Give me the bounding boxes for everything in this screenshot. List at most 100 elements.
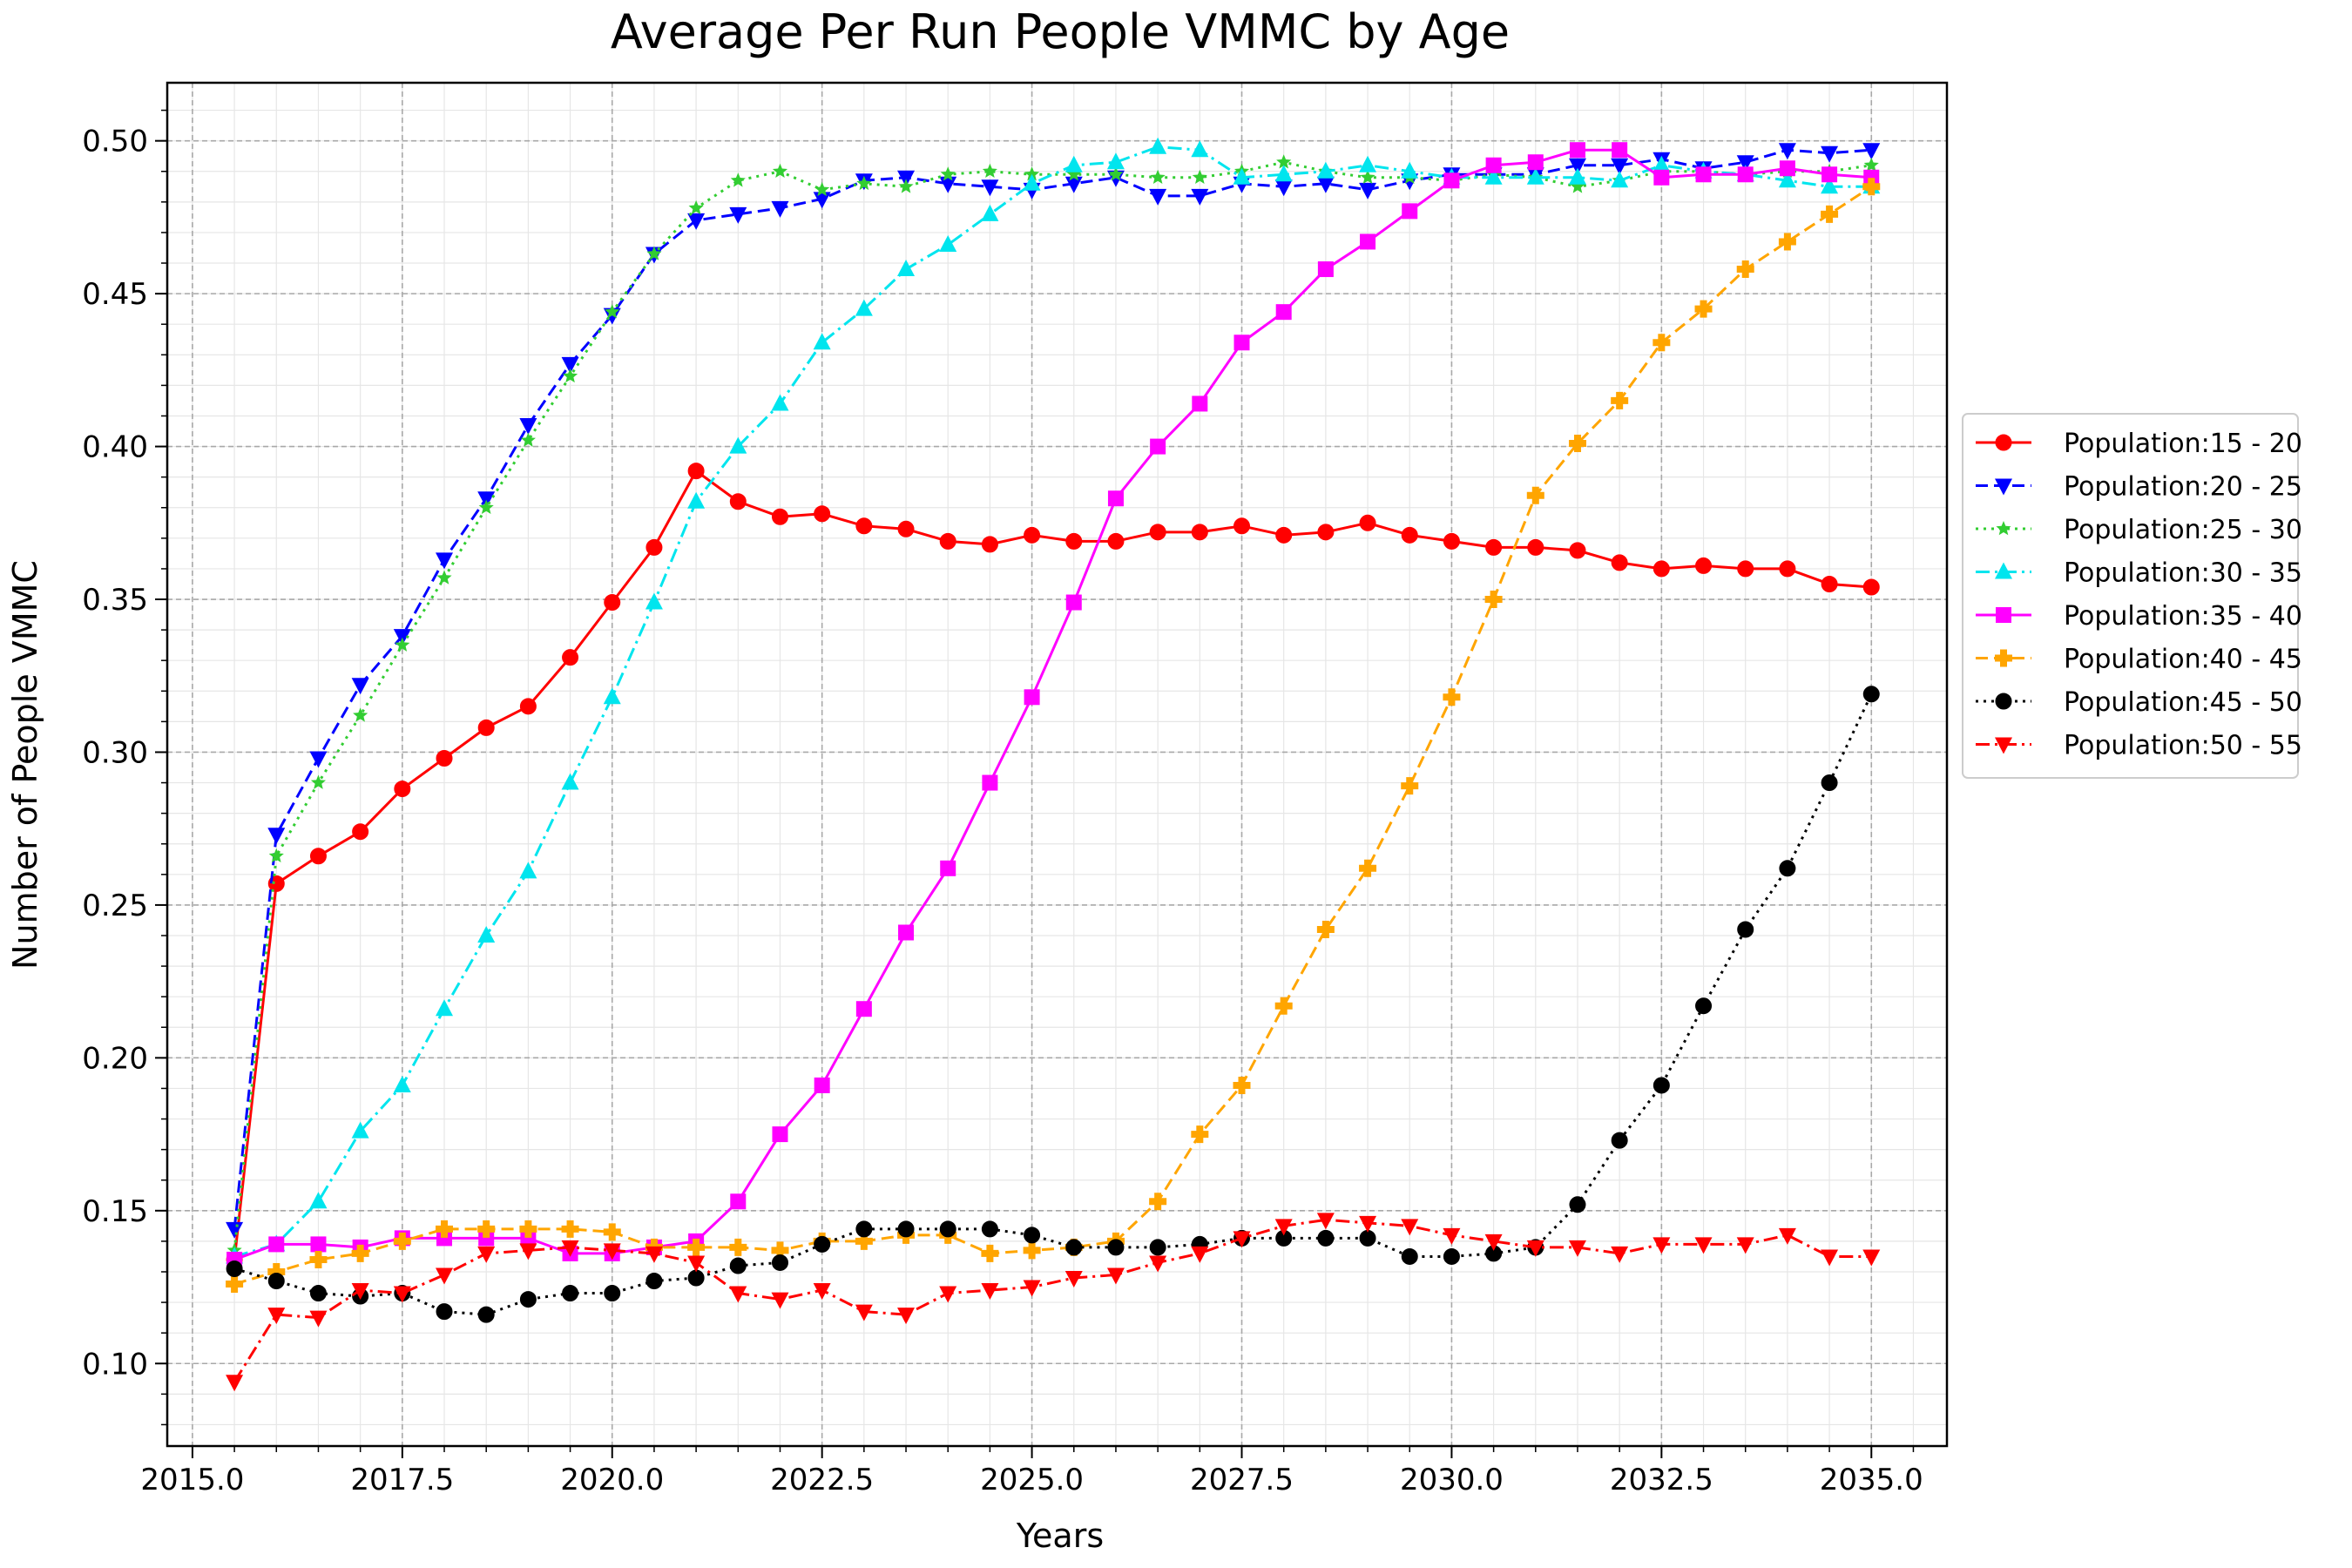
data-point (1570, 179, 1585, 193)
y-axis-label: Number of People VMMC (6, 560, 44, 970)
data-point (1108, 166, 1124, 181)
data-point (1821, 145, 1839, 163)
data-point (1821, 177, 1839, 194)
data-point (729, 1286, 747, 1303)
data-point (1485, 157, 1502, 173)
data-point (1317, 261, 1334, 278)
data-point (1064, 176, 1083, 193)
data-point (351, 1121, 369, 1139)
data-point (1821, 205, 1839, 223)
data-point (897, 170, 916, 187)
data-point (351, 1283, 369, 1301)
data-point (940, 860, 956, 876)
legend-item: Population:50 - 55 (1976, 731, 2302, 761)
series-line (233, 470, 1872, 1260)
series-line (233, 148, 1872, 1261)
data-point (436, 1220, 454, 1238)
legend-label: Population:15 - 20 (2064, 429, 2302, 459)
data-point (268, 848, 284, 863)
data-point (1233, 517, 1251, 535)
data-point (1149, 1193, 1167, 1211)
data-point (436, 552, 454, 570)
data-point (1149, 524, 1166, 541)
data-point (1106, 152, 1125, 170)
data-point (771, 1254, 788, 1271)
data-point (353, 707, 368, 722)
data-point (1233, 167, 1251, 185)
data-point (605, 304, 620, 319)
data-point (1821, 575, 1838, 592)
data-point (981, 1283, 999, 1301)
legend-marker (1995, 693, 2012, 710)
data-point (1024, 166, 1040, 181)
data-point (1233, 1076, 1251, 1094)
data-point (1862, 1249, 1881, 1267)
data-point (771, 200, 789, 218)
data-point (1275, 526, 1293, 544)
data-point (519, 862, 537, 879)
data-point (1526, 486, 1544, 504)
data-point (436, 570, 452, 585)
data-point (814, 1077, 830, 1093)
data-point (1359, 182, 1377, 199)
data-point (1778, 233, 1796, 251)
data-point (1275, 304, 1292, 321)
data-point (1401, 161, 1419, 179)
data-point (856, 175, 872, 191)
data-point (1065, 532, 1083, 550)
legend-label: Population:30 - 35 (2064, 558, 2302, 589)
series-line (233, 186, 1873, 1286)
data-point (1066, 166, 1082, 181)
data-point (939, 234, 957, 252)
y-tick-label: 0.50 (82, 125, 148, 159)
data-point (687, 1238, 706, 1256)
legend-label: Population:25 - 30 (2064, 515, 2302, 545)
data-point (519, 1243, 537, 1260)
data-point (981, 1220, 998, 1238)
data-point (1065, 1239, 1083, 1256)
data-point (1778, 143, 1796, 160)
data-point (1695, 997, 1713, 1015)
data-point (309, 1310, 328, 1328)
data-point (520, 432, 536, 447)
data-point (855, 1304, 873, 1321)
data-point (1611, 171, 1629, 188)
data-point (1359, 1229, 1376, 1247)
legend-label: Population:50 - 55 (2064, 731, 2302, 761)
data-point (855, 299, 873, 316)
x-tick-label: 2032.5 (1610, 1463, 1713, 1497)
data-point (1276, 154, 1292, 169)
data-point (351, 678, 369, 695)
data-point (898, 924, 915, 941)
data-point (393, 1232, 411, 1250)
x-axis: 2015.0 2017.5 2020.0 2022.5 2025.0 2027.5 2030… (140, 1446, 1923, 1497)
data-point (897, 520, 915, 537)
data-point (1274, 997, 1293, 1015)
data-point (1779, 160, 1795, 177)
data-point (1150, 438, 1166, 455)
data-point (645, 592, 663, 610)
data-point (939, 176, 957, 193)
data-point (1526, 1240, 1544, 1257)
data-point (309, 751, 328, 768)
data-point (1359, 1215, 1377, 1233)
data-point (1611, 1246, 1629, 1263)
data-point (310, 774, 327, 789)
y-tick-label: 0.35 (82, 583, 148, 618)
series-6 (226, 178, 1881, 1294)
data-point (729, 1257, 747, 1274)
data-point (267, 1262, 286, 1281)
data-point (1527, 538, 1544, 556)
data-point (1192, 395, 1208, 412)
data-point (561, 1220, 579, 1238)
data-point (730, 1193, 747, 1210)
data-point (1778, 171, 1796, 188)
legend-marker (1996, 521, 2011, 536)
data-point (729, 436, 747, 454)
data-point (1317, 524, 1335, 541)
data-point (813, 333, 831, 350)
data-point (436, 1303, 453, 1321)
data-point (1149, 1239, 1166, 1256)
data-point (1191, 188, 1209, 206)
data-point (1316, 1213, 1335, 1230)
